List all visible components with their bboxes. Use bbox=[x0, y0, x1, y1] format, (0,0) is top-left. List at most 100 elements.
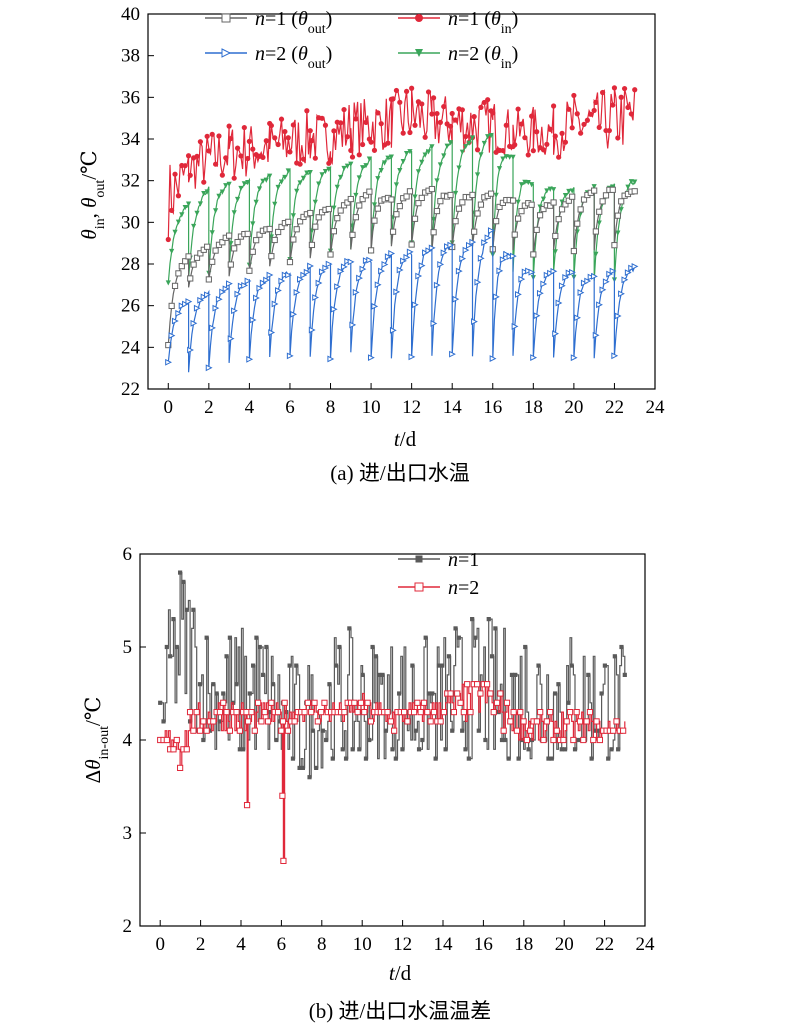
x-tick-label: 6 bbox=[277, 934, 287, 955]
data-point bbox=[389, 228, 397, 235]
data-point bbox=[268, 329, 276, 336]
data-point bbox=[224, 654, 229, 659]
data-point bbox=[576, 718, 584, 725]
data-point bbox=[493, 192, 499, 198]
data-point bbox=[222, 285, 230, 293]
data-point bbox=[473, 635, 478, 640]
data-point bbox=[351, 699, 358, 706]
data-point bbox=[488, 133, 494, 139]
data-point bbox=[409, 85, 415, 91]
data-point bbox=[367, 354, 375, 362]
data-point bbox=[193, 304, 201, 312]
data-point bbox=[171, 282, 179, 289]
data-point bbox=[183, 746, 190, 753]
data-point bbox=[191, 223, 197, 230]
data-point bbox=[163, 736, 170, 744]
legend-item-out2: n=2 (θout) bbox=[205, 43, 332, 72]
data-point bbox=[615, 230, 621, 236]
data-point bbox=[216, 133, 222, 139]
data-point bbox=[340, 747, 345, 752]
data-point bbox=[277, 719, 282, 724]
data-point bbox=[320, 728, 325, 733]
data-point bbox=[447, 690, 454, 697]
data-point bbox=[322, 264, 330, 272]
data-point bbox=[533, 312, 541, 320]
data-point bbox=[274, 737, 279, 743]
data-point bbox=[487, 190, 495, 197]
data-point bbox=[533, 718, 540, 725]
data-point bbox=[540, 280, 548, 288]
data-point bbox=[613, 718, 620, 725]
data-point bbox=[201, 191, 207, 197]
data-point bbox=[231, 175, 237, 181]
data-point bbox=[231, 210, 237, 216]
data-point bbox=[632, 179, 638, 185]
data-point bbox=[344, 199, 351, 206]
data-point bbox=[569, 193, 576, 200]
data-point bbox=[547, 126, 553, 132]
data-point bbox=[536, 663, 541, 668]
legend-label: n=2 (θout) bbox=[255, 43, 332, 72]
data-point bbox=[422, 249, 429, 257]
data-point bbox=[237, 282, 245, 290]
data-point bbox=[341, 106, 347, 113]
data-point bbox=[599, 691, 604, 696]
data-point bbox=[203, 727, 210, 734]
data-point bbox=[243, 709, 250, 716]
data-point bbox=[406, 248, 414, 256]
data-point bbox=[261, 709, 268, 716]
data-point bbox=[574, 220, 581, 227]
data-point bbox=[562, 193, 569, 199]
data-point bbox=[271, 236, 278, 244]
data-point bbox=[197, 201, 203, 207]
x-tick-label: 20 bbox=[564, 397, 583, 418]
data-point bbox=[418, 194, 425, 202]
data-point bbox=[507, 154, 513, 160]
data-point bbox=[246, 355, 254, 363]
data-point bbox=[602, 192, 610, 199]
data-point bbox=[404, 718, 411, 725]
data-point bbox=[592, 728, 598, 733]
data-point bbox=[371, 202, 378, 208]
data-point bbox=[257, 644, 262, 650]
data-point bbox=[366, 156, 372, 162]
data-point bbox=[588, 111, 594, 117]
data-point bbox=[368, 139, 374, 145]
data-point bbox=[533, 226, 540, 233]
data-point bbox=[474, 681, 481, 688]
series-out1 bbox=[165, 185, 638, 349]
data-point bbox=[469, 191, 476, 199]
data-point bbox=[214, 691, 219, 696]
data-point bbox=[441, 103, 447, 110]
y-tick-label: 6 bbox=[123, 544, 133, 565]
data-point bbox=[314, 718, 321, 725]
data-point bbox=[268, 122, 274, 129]
data-point bbox=[540, 196, 547, 202]
data-point bbox=[204, 133, 210, 139]
data-point bbox=[457, 699, 464, 706]
data-point bbox=[253, 294, 260, 302]
data-point bbox=[467, 709, 474, 716]
data-point bbox=[382, 160, 388, 166]
data-point bbox=[489, 355, 497, 362]
data-point bbox=[248, 709, 255, 716]
data-point bbox=[620, 727, 627, 734]
data-point bbox=[559, 199, 565, 205]
data-point bbox=[254, 699, 262, 706]
data-point bbox=[436, 663, 442, 668]
data-point bbox=[537, 204, 543, 210]
data-point bbox=[393, 87, 400, 94]
data-point bbox=[525, 152, 531, 158]
data-point bbox=[628, 264, 636, 272]
data-point bbox=[200, 293, 208, 301]
data-point bbox=[529, 182, 535, 188]
data-point bbox=[565, 197, 572, 204]
data-point bbox=[400, 257, 407, 265]
data-point bbox=[530, 251, 537, 258]
data-point bbox=[553, 691, 558, 696]
data-point bbox=[221, 48, 232, 58]
data-point bbox=[360, 141, 366, 148]
data-point bbox=[456, 635, 461, 640]
data-point bbox=[466, 756, 471, 761]
data-point bbox=[161, 719, 166, 724]
